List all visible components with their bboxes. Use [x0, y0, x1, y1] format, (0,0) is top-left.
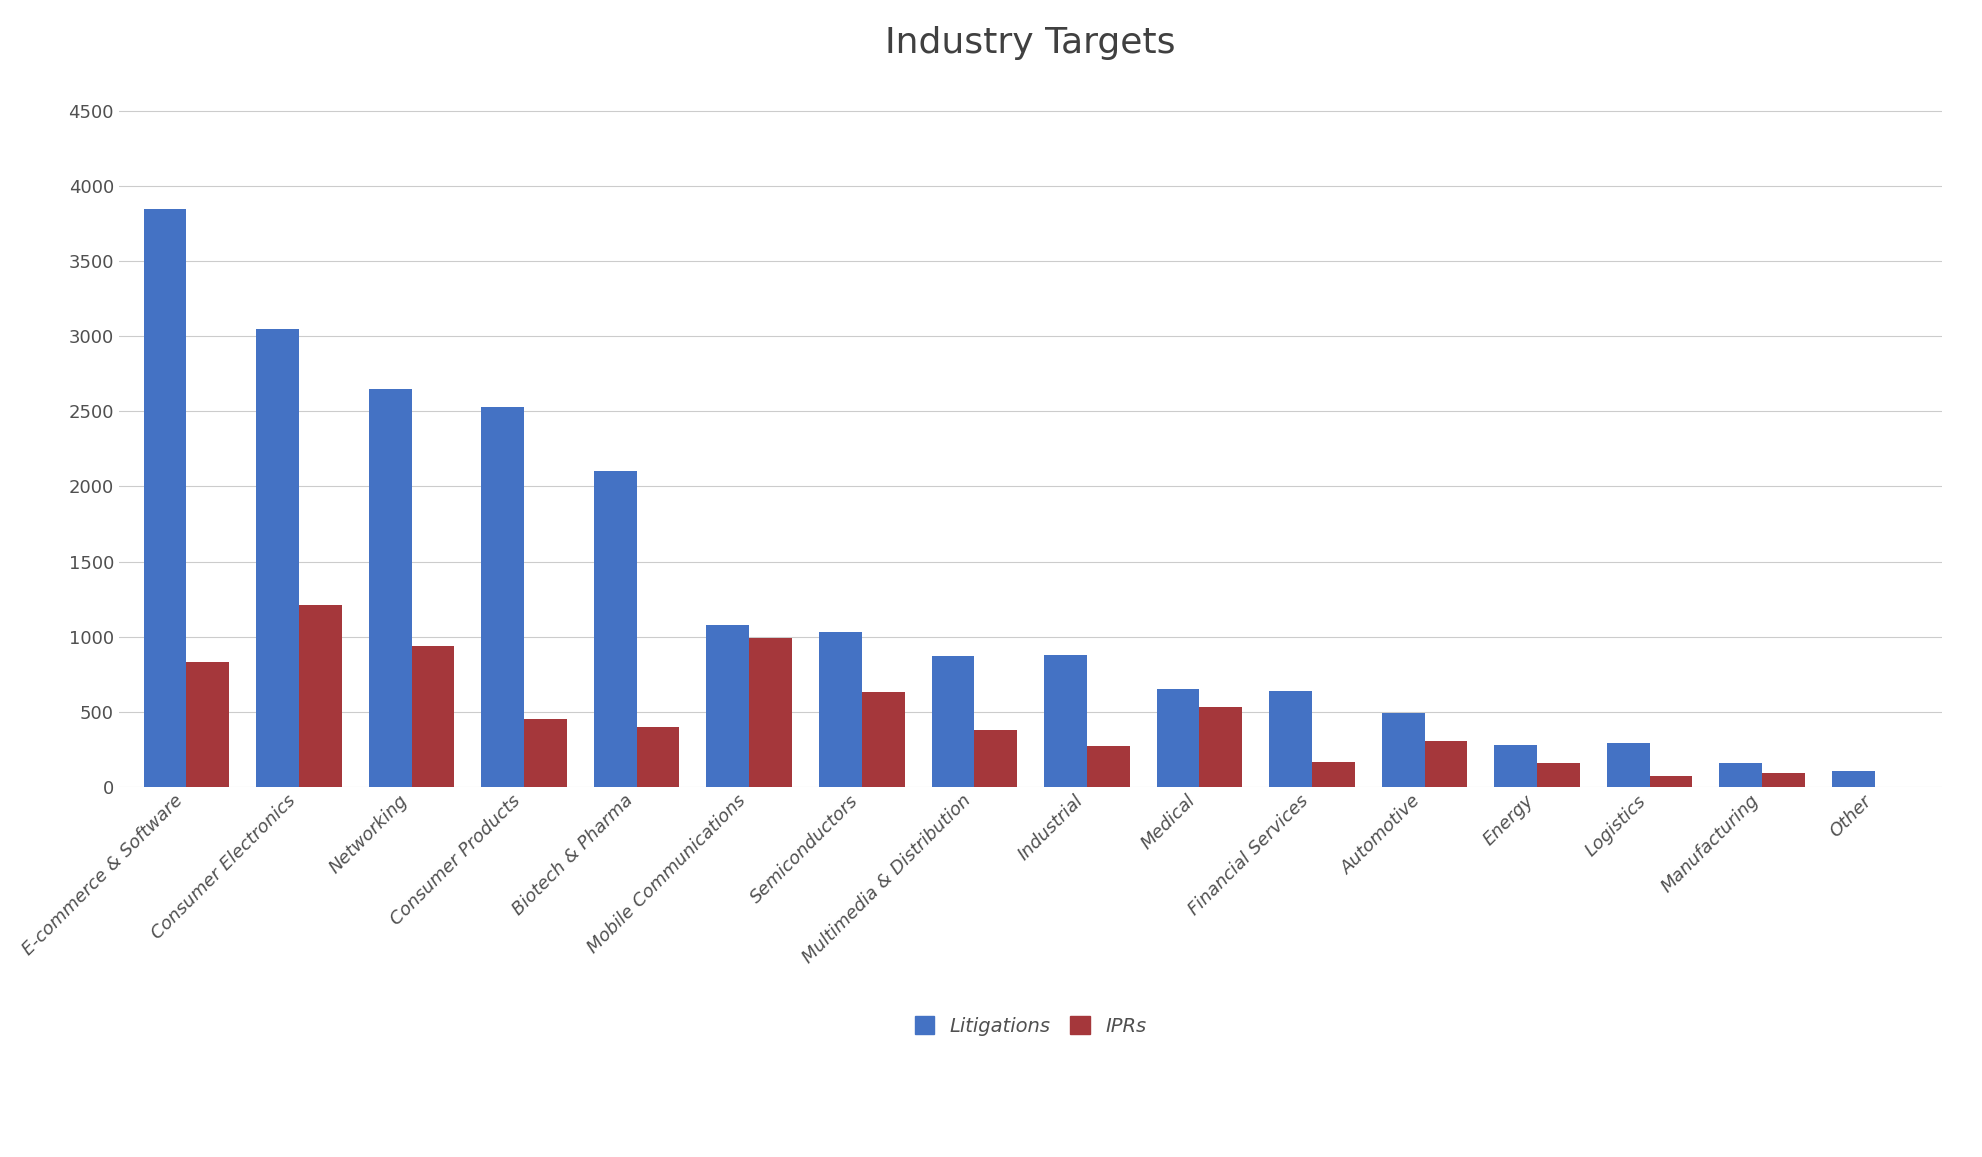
Bar	[706, 625, 749, 787]
Bar	[482, 407, 523, 787]
Bar	[1312, 762, 1356, 787]
Title: Industry Targets: Industry Targets	[886, 27, 1175, 60]
Bar	[1831, 771, 1875, 787]
Bar	[595, 471, 636, 787]
Bar	[1157, 690, 1199, 787]
Bar	[256, 329, 299, 787]
Bar	[369, 389, 412, 787]
Bar	[932, 656, 975, 787]
Bar	[1762, 773, 1806, 787]
Bar	[1381, 713, 1425, 787]
Bar	[523, 720, 567, 787]
Bar	[1268, 691, 1312, 787]
Bar	[143, 208, 186, 787]
Bar	[1494, 745, 1538, 787]
Bar	[1045, 655, 1086, 787]
Bar	[749, 639, 793, 787]
Bar	[299, 605, 341, 787]
Bar	[1086, 746, 1130, 787]
Bar	[819, 632, 862, 787]
Bar	[1538, 762, 1580, 787]
Legend: Litigations, IPRs: Litigations, IPRs	[906, 1007, 1156, 1045]
Bar	[412, 646, 454, 787]
Bar	[1199, 707, 1243, 787]
Bar	[862, 692, 904, 787]
Bar	[1607, 743, 1649, 787]
Bar	[975, 730, 1017, 787]
Bar	[636, 727, 680, 787]
Bar	[1649, 776, 1693, 787]
Bar	[186, 662, 230, 787]
Bar	[1720, 764, 1762, 787]
Bar	[1425, 740, 1467, 787]
